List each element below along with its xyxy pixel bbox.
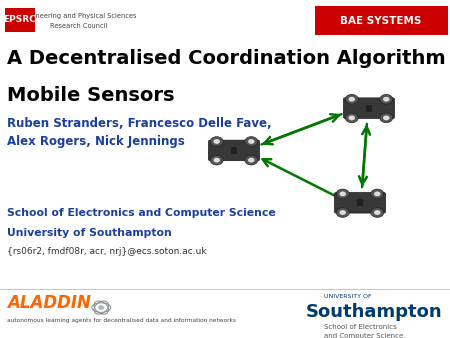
Circle shape — [345, 94, 358, 104]
Text: and Computer Science: and Computer Science — [324, 333, 403, 338]
Circle shape — [245, 155, 258, 165]
Circle shape — [383, 116, 390, 120]
Circle shape — [348, 97, 355, 102]
FancyBboxPatch shape — [357, 199, 363, 207]
Text: UNIVERSITY OF: UNIVERSITY OF — [324, 294, 372, 299]
Text: Southampton: Southampton — [306, 303, 443, 320]
Circle shape — [348, 116, 355, 120]
Circle shape — [380, 113, 393, 123]
FancyBboxPatch shape — [334, 193, 386, 213]
Circle shape — [374, 191, 381, 196]
FancyBboxPatch shape — [366, 104, 372, 112]
Circle shape — [371, 208, 384, 217]
Circle shape — [371, 189, 384, 199]
Text: Engineering and Physical Sciences: Engineering and Physical Sciences — [21, 13, 136, 19]
Text: A Decentralised Coordination Algorithm for: A Decentralised Coordination Algorithm f… — [7, 49, 450, 68]
Text: School of Electronics and Computer Science: School of Electronics and Computer Scien… — [7, 208, 275, 218]
Text: BAE SYSTEMS: BAE SYSTEMS — [341, 16, 422, 26]
Text: Ruben Stranders, Francesco Delle Fave,: Ruben Stranders, Francesco Delle Fave, — [7, 117, 271, 129]
FancyBboxPatch shape — [4, 8, 35, 32]
Circle shape — [213, 158, 220, 163]
Text: EPSRC: EPSRC — [4, 15, 36, 24]
Text: School of Electronics: School of Electronics — [324, 324, 397, 330]
Circle shape — [245, 137, 258, 146]
FancyBboxPatch shape — [315, 6, 448, 35]
Circle shape — [248, 139, 255, 144]
Circle shape — [248, 158, 255, 163]
Circle shape — [339, 191, 346, 196]
Circle shape — [345, 113, 358, 123]
Text: University of Southampton: University of Southampton — [7, 228, 171, 238]
FancyBboxPatch shape — [343, 98, 395, 118]
Circle shape — [336, 189, 349, 199]
Circle shape — [339, 210, 346, 215]
Circle shape — [374, 210, 381, 215]
Text: Research Council: Research Council — [50, 23, 108, 29]
Circle shape — [210, 155, 223, 165]
Circle shape — [336, 208, 349, 217]
FancyBboxPatch shape — [231, 147, 237, 154]
Circle shape — [210, 137, 223, 146]
FancyBboxPatch shape — [208, 140, 260, 161]
Text: {rs06r2, fmdf08r, acr, nrj}@ecs.soton.ac.uk: {rs06r2, fmdf08r, acr, nrj}@ecs.soton.ac… — [7, 247, 207, 257]
Text: autonomous learning agents for decentralised data and information networks: autonomous learning agents for decentral… — [7, 318, 236, 323]
Circle shape — [98, 305, 104, 310]
Circle shape — [213, 139, 220, 144]
Circle shape — [383, 97, 390, 102]
Text: Mobile Sensors: Mobile Sensors — [7, 86, 174, 105]
Text: ALADDIN: ALADDIN — [7, 294, 90, 312]
Text: Alex Rogers, Nick Jennings: Alex Rogers, Nick Jennings — [7, 135, 184, 148]
Circle shape — [380, 94, 393, 104]
